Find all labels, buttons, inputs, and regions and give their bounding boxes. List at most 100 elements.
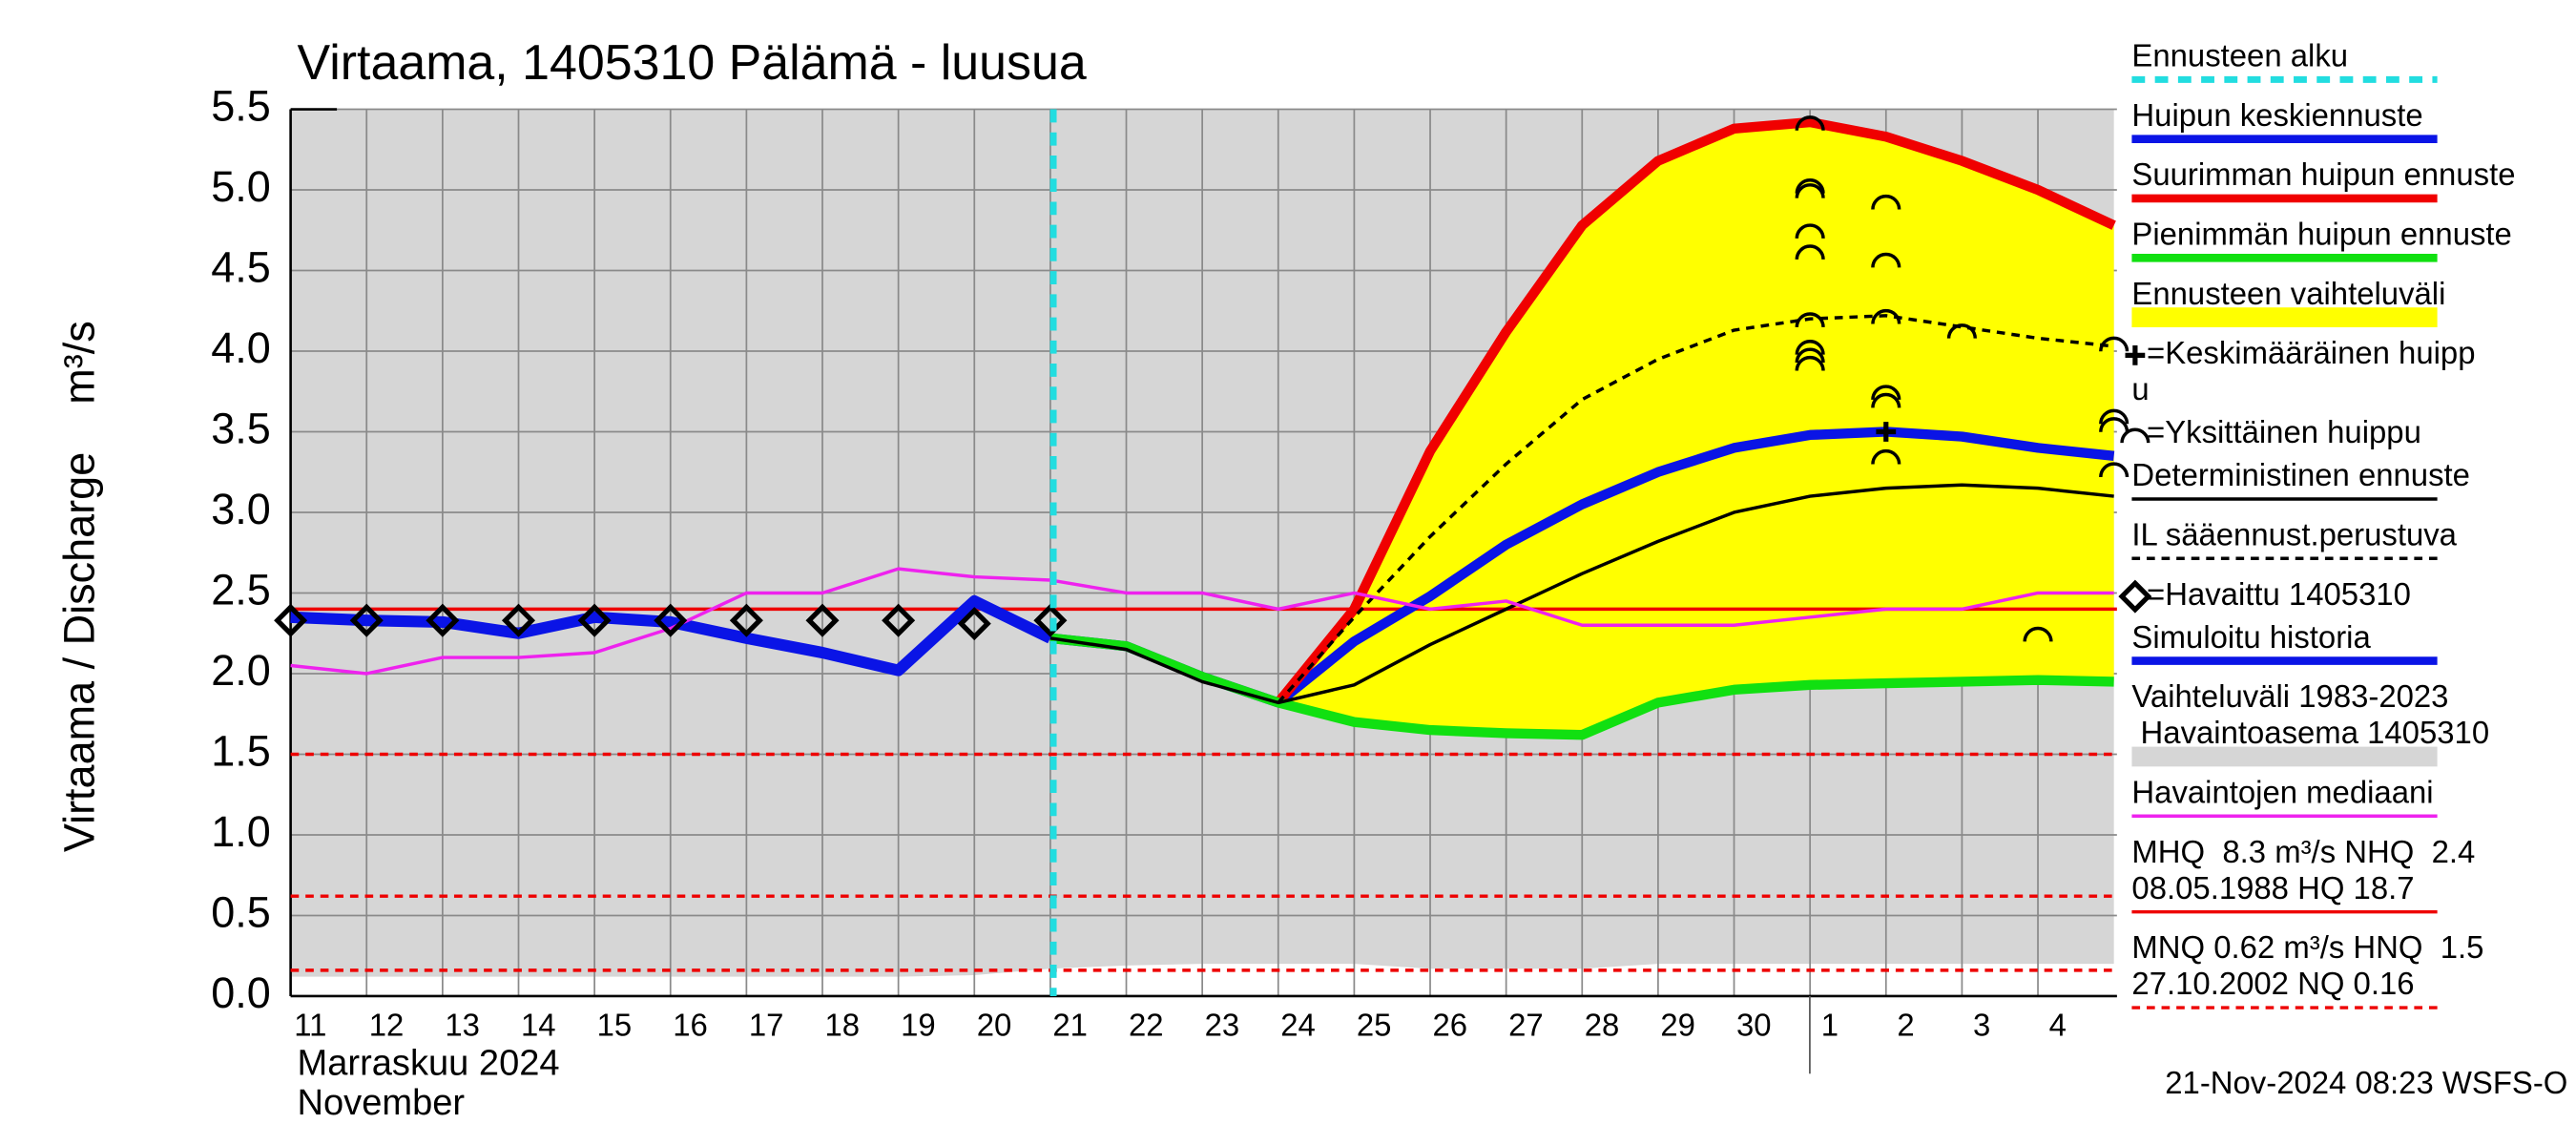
x-tick-label: 23	[1205, 1008, 1240, 1043]
y-tick-label: 1.0	[211, 807, 271, 856]
series-line	[1049, 483, 2114, 705]
legend-label: MHQ 8.3 m³/s NHQ 2.4	[2131, 834, 2475, 869]
legend-label: Ennusteen alku	[2131, 38, 2348, 73]
legend-label: Simuloitu historia	[2131, 619, 2371, 655]
x-tick-label: 21	[1052, 1008, 1088, 1043]
marker-diamond	[501, 603, 536, 637]
y-tick-label: 1.5	[211, 726, 271, 775]
marker-diamond	[805, 603, 840, 637]
marker-diamond	[274, 603, 308, 637]
marker-plus	[2125, 345, 2146, 365]
x-tick-label: 16	[673, 1008, 708, 1043]
legend-swatch	[2131, 307, 2438, 327]
x-tick-label: 24	[1280, 1008, 1316, 1043]
legend-label: u	[2131, 371, 2149, 406]
marker-diamond	[882, 603, 916, 637]
marker-arc	[2099, 462, 2129, 478]
marker-arc	[1795, 312, 1825, 327]
marker-diamond	[577, 603, 612, 637]
y-axis-label: Virtaama / Discharge m³/s	[54, 321, 103, 852]
marker-arc	[2099, 408, 2129, 425]
marker-diamond	[729, 603, 763, 637]
footer: 21-Nov-2024 08:23 WSFS-O	[2165, 1065, 2567, 1100]
marker-diamond	[426, 603, 460, 637]
marker-arc	[1871, 392, 1901, 408]
x-tick-label: 4	[2049, 1008, 2067, 1043]
legend-label: =Yksittäinen huippu	[2147, 414, 2421, 449]
legend: Ennusteen alku Huipun keskiennuste Suurimm…	[2118, 38, 2515, 1010]
legend-label: Havaintoasema 1405310	[2131, 715, 2489, 750]
marker-diamond	[2118, 579, 2152, 614]
legend-label: Vaihteluväli 1983-2023	[2131, 678, 2448, 714]
legend-label: Havaintojen mediaani	[2131, 774, 2433, 809]
x-tick-label: 27	[1508, 1008, 1544, 1043]
marker-arc	[1795, 183, 1825, 198]
x-tick-label: 13	[445, 1008, 480, 1043]
legend-label: Suurimman huipun ennuste	[2131, 156, 2515, 192]
marker-arc	[1795, 347, 1825, 364]
marker-arc	[1946, 323, 1977, 339]
x-tick-label: 28	[1585, 1008, 1620, 1043]
marker-diamond	[349, 603, 384, 637]
marker-diamond	[957, 607, 991, 641]
legend-label: =Havaittu 1405310	[2147, 576, 2411, 612]
forecast-band-layer	[1278, 122, 2114, 736]
y-tick-label: 5.5	[211, 81, 271, 130]
marker-diamond	[1033, 603, 1068, 637]
marker-arc	[1871, 385, 1901, 401]
legend-label: 27.10.2002 NQ 0.16	[2131, 966, 2414, 1001]
legend-label: Deterministinen ennuste	[2131, 457, 2470, 492]
marker-plus	[1876, 422, 1897, 442]
marker-arc	[2099, 336, 2129, 352]
marker-arc	[1871, 308, 1901, 324]
series-line	[1274, 116, 2116, 706]
legend-label: MNQ 0.62 m³/s HNQ 1.5	[2131, 929, 2483, 965]
y-tick-label: 5.0	[211, 162, 271, 211]
marker-arc	[2023, 626, 2053, 642]
marker-diamond	[654, 603, 688, 637]
legend-label: Pienimmän huipun ennuste	[2131, 216, 2511, 251]
marker-arc	[2120, 427, 2150, 444]
x-axis-label: Marraskuu 2024	[298, 1044, 560, 1084]
marker-arc	[2099, 417, 2129, 432]
y-tick-label: 3.0	[211, 485, 271, 533]
legend-label: 08.05.1988 HQ 18.7	[2131, 870, 2414, 906]
chart-title: Virtaama, 1405310 Pälämä - luusua	[298, 35, 1087, 91]
marker-arc	[1795, 178, 1825, 194]
legend-label: =Keskimääräinen huipp	[2147, 335, 2476, 370]
y-tick-label: 2.0	[211, 646, 271, 695]
marker-layer	[274, 115, 2129, 642]
x-tick-label: 2	[1897, 1008, 1914, 1043]
x-tick-label: 30	[1736, 1008, 1772, 1043]
legend-label: IL sääennust.perustuva	[2131, 516, 2457, 552]
series-band	[1278, 122, 2114, 736]
x-tick-label: 19	[901, 1008, 936, 1043]
x-tick-label: 3	[1973, 1008, 1990, 1043]
x-tick-label: 26	[1432, 1008, 1467, 1043]
series-line	[290, 594, 1053, 677]
marker-arc	[1795, 355, 1825, 371]
reference-layer	[290, 607, 2117, 972]
x-tick-label: 22	[1129, 1008, 1164, 1043]
x-tick-label: 29	[1660, 1008, 1695, 1043]
series-line	[1277, 314, 2114, 704]
y-tick-label: 2.5	[211, 565, 271, 614]
x-tick-label: 14	[521, 1008, 556, 1043]
x-axis-label: November	[298, 1083, 466, 1123]
x-tick-label: 18	[824, 1008, 860, 1043]
marker-arc	[1871, 252, 1901, 268]
plot-area	[274, 108, 2129, 998]
marker-arc	[1795, 244, 1825, 260]
marker-arc	[1795, 340, 1825, 355]
marker-arc	[1871, 194, 1901, 210]
series-line	[1049, 633, 2114, 740]
series-line	[290, 567, 2114, 676]
line-layer	[290, 116, 2116, 740]
y-tick-label: 4.5	[211, 242, 271, 291]
x-tick-label: 11	[294, 1008, 326, 1043]
y-tick-label: 0.0	[211, 968, 271, 1017]
x-tick-label: 20	[977, 1008, 1012, 1043]
x-tick-label: 25	[1357, 1008, 1392, 1043]
